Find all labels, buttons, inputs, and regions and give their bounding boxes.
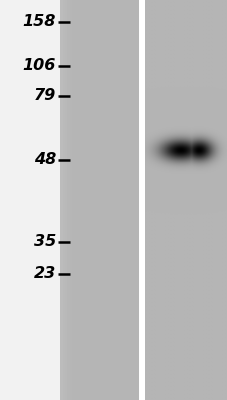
Text: 106: 106: [22, 58, 56, 74]
Bar: [145, 0, 227, 400]
Bar: [60, 0, 69, 400]
Bar: [60, 0, 67, 400]
Bar: [60, 0, 62, 400]
Bar: [60, 0, 138, 400]
Bar: [60, 0, 72, 400]
Text: 48: 48: [33, 152, 56, 168]
Text: 23: 23: [33, 266, 56, 282]
Bar: [138, 0, 145, 400]
Text: 35: 35: [33, 234, 56, 250]
Bar: [60, 0, 65, 400]
Bar: [60, 0, 74, 400]
Bar: [0, 0, 60, 400]
Text: 79: 79: [33, 88, 56, 104]
Text: 158: 158: [22, 14, 56, 30]
Bar: [60, 0, 78, 400]
Bar: [60, 0, 76, 400]
